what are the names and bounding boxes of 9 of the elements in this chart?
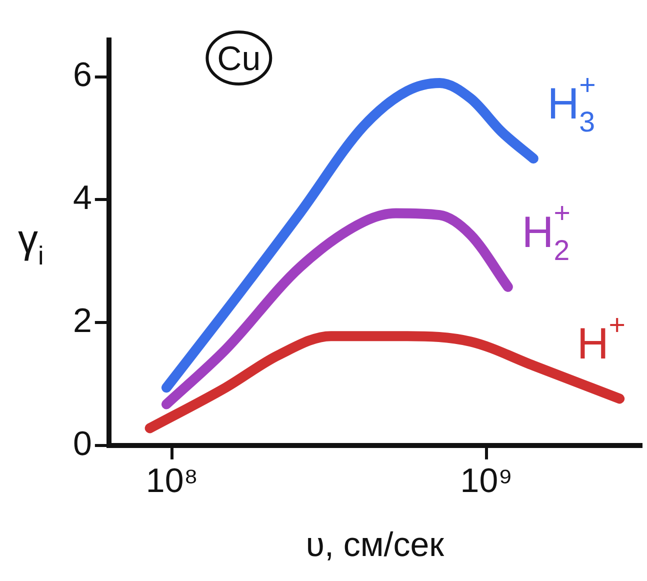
annotation: Cu bbox=[217, 40, 261, 78]
x-tick-label: 10⁹ bbox=[460, 462, 513, 500]
x-tick-label: 10⁸ bbox=[146, 462, 198, 500]
y-tick-label: 6 bbox=[72, 56, 92, 94]
y-tick-label: 2 bbox=[72, 302, 92, 340]
y-tick-label: 4 bbox=[72, 179, 92, 218]
x-axis-title: υ, см/сек bbox=[306, 526, 446, 564]
y-tick-label: 0 bbox=[72, 424, 92, 463]
series-label: H+ bbox=[577, 310, 626, 369]
